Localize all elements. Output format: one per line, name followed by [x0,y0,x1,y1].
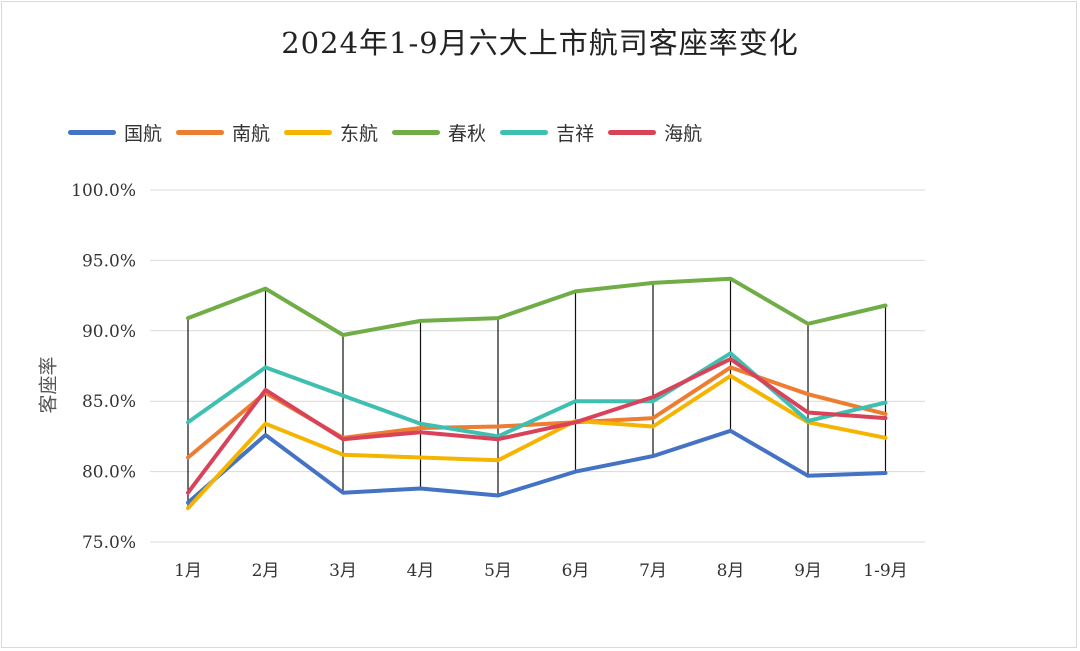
legend-swatch [392,129,441,135]
legend: 国航 南航 东航 春秋 吉祥 海航 [68,118,716,146]
x-tick-label: 3月 [329,561,357,581]
legend-item: 南航 [176,119,270,146]
series-line-东航 [186,373,888,511]
legend-label: 海航 [664,122,703,145]
x-tick-labels: 1月 2月 3月 4月 5月 6月 7月 8月 9月 1-9月 [174,561,908,581]
series-line-春秋 [186,276,888,337]
chart-title: 2024年1-9月六大上市航司客座率变化 [281,26,799,60]
legend-swatch [500,129,549,135]
grid-lines [150,189,925,543]
x-tick-label: 8月 [717,561,745,581]
x-tick-label: 9月 [794,561,822,581]
x-tick-label: 6月 [562,561,590,581]
y-tick-labels: 75.0% 80.0% 85.0% 90.0% 95.0% 100.0% [71,181,136,553]
y-tick-label: 85.0% [82,392,136,412]
x-tick-label: 4月 [407,561,435,581]
x-tick-label: 2月 [252,561,280,581]
legend-item: 东航 [284,119,378,146]
legend-item: 吉祥 [500,119,594,146]
y-tick-label: 80.0% [82,463,136,483]
legend-swatch [68,129,116,135]
series-line-海航 [186,357,888,495]
y-tick-label: 100.0% [71,181,136,201]
y-tick-label: 90.0% [82,322,136,342]
legend-label: 国航 [124,122,163,145]
legend-item: 春秋 [392,119,486,146]
y-tick-label: 95.0% [82,251,136,271]
series-line-南航 [186,365,888,460]
legend-swatch [284,129,333,135]
legend-label: 春秋 [448,122,487,145]
legend-swatch [176,129,225,135]
x-tick-label: 7月 [639,561,667,581]
legend-label: 南航 [232,122,271,145]
legend-swatch [608,129,657,135]
x-tick-label: 1月 [174,561,202,581]
legend-label: 东航 [340,122,379,145]
x-tick-label: 5月 [484,561,512,581]
series-lines [186,276,888,511]
legend-item: 海航 [608,119,702,146]
drop-lines [187,278,887,509]
x-tick-label: 1-9月 [863,561,907,581]
legend-item: 国航 [68,119,162,146]
legend-label: 吉祥 [556,122,595,145]
series-line-国航 [186,428,888,505]
y-tick-label: 75.0% [82,533,136,553]
